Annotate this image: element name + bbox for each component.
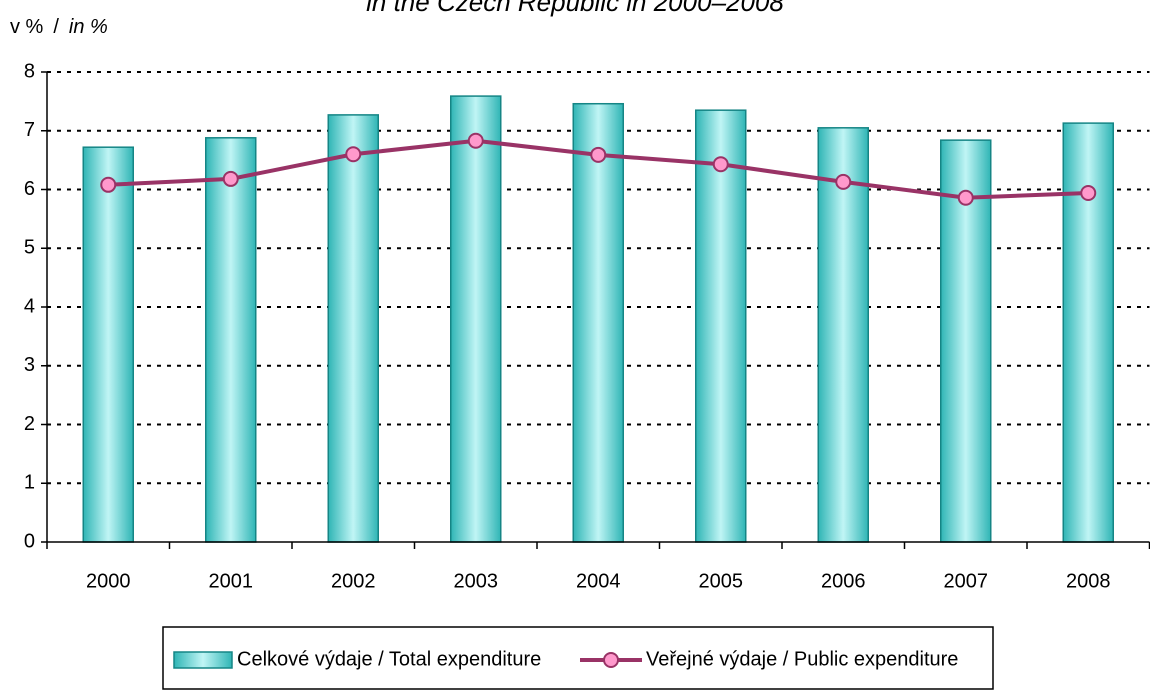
legend-label: Veřejné výdaje / Public expenditure bbox=[646, 648, 958, 670]
y-tick-label: 0 bbox=[24, 530, 35, 552]
bar bbox=[572, 102, 624, 543]
y-label-sep: / bbox=[53, 16, 59, 38]
y-tick-label: 1 bbox=[24, 472, 35, 494]
line-marker bbox=[467, 132, 484, 149]
x-tick-label: 2006 bbox=[821, 570, 866, 592]
x-tick-label: 2004 bbox=[576, 570, 621, 592]
x-tick-label: 2007 bbox=[944, 570, 989, 592]
y-tick-label: 8 bbox=[24, 60, 35, 82]
line-marker bbox=[712, 156, 729, 173]
legend-swatch bbox=[173, 651, 233, 669]
legend-marker bbox=[603, 652, 619, 668]
legend-label: Celkové výdaje / Total expenditure bbox=[237, 648, 541, 670]
line-marker bbox=[957, 189, 974, 206]
y-tick-label: 4 bbox=[24, 295, 35, 317]
x-tick-label: 2002 bbox=[331, 570, 376, 592]
chart-title: in the Czech Republic in 2000–2008 bbox=[366, 0, 784, 17]
bar bbox=[695, 109, 747, 543]
x-tick-label: 2000 bbox=[86, 570, 131, 592]
line-marker bbox=[835, 173, 852, 190]
y-tick-label: 5 bbox=[24, 237, 35, 259]
bar bbox=[327, 114, 379, 543]
bar bbox=[450, 95, 502, 543]
legend-box bbox=[162, 626, 994, 690]
bar bbox=[817, 127, 869, 543]
bar bbox=[82, 146, 134, 543]
line-marker bbox=[100, 176, 117, 193]
y-axis-label: v % / in % bbox=[10, 16, 108, 38]
x-tick-label: 2003 bbox=[454, 570, 499, 592]
y-label-en: in % bbox=[69, 16, 108, 38]
x-tick-label: 2005 bbox=[699, 570, 744, 592]
y-tick-label: 7 bbox=[24, 119, 35, 141]
y-tick-label: 3 bbox=[24, 354, 35, 376]
y-tick-label: 6 bbox=[24, 178, 35, 200]
line-marker bbox=[222, 170, 239, 187]
line-marker bbox=[590, 146, 607, 163]
line-marker bbox=[1080, 185, 1097, 202]
y-label-local: v % bbox=[10, 16, 44, 38]
line-marker bbox=[345, 146, 362, 163]
bar bbox=[205, 137, 257, 543]
y-tick-label: 2 bbox=[24, 413, 35, 435]
x-tick-label: 2001 bbox=[209, 570, 254, 592]
x-tick-label: 2008 bbox=[1066, 570, 1111, 592]
